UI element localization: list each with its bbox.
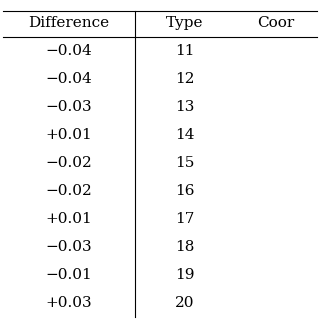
- Text: 14: 14: [175, 128, 195, 142]
- Text: Difference: Difference: [28, 16, 110, 30]
- Text: 12: 12: [175, 72, 195, 86]
- Text: 19: 19: [175, 268, 195, 282]
- Text: 18: 18: [175, 240, 195, 254]
- Text: +0.01: +0.01: [46, 128, 92, 142]
- Text: 20: 20: [175, 296, 195, 310]
- Text: 11: 11: [175, 44, 195, 58]
- Text: 16: 16: [175, 184, 195, 198]
- Text: −0.03: −0.03: [46, 240, 92, 254]
- Text: −0.04: −0.04: [46, 44, 92, 58]
- Text: −0.03: −0.03: [46, 100, 92, 114]
- Text: 17: 17: [175, 212, 195, 226]
- Text: −0.02: −0.02: [46, 156, 92, 170]
- Text: +0.01: +0.01: [46, 212, 92, 226]
- Text: Coor: Coor: [257, 16, 295, 30]
- Text: 15: 15: [175, 156, 195, 170]
- Text: +0.03: +0.03: [46, 296, 92, 310]
- Text: −0.04: −0.04: [46, 72, 92, 86]
- Text: 13: 13: [175, 100, 195, 114]
- Text: Type: Type: [166, 16, 204, 30]
- Text: −0.01: −0.01: [46, 268, 92, 282]
- Text: −0.02: −0.02: [46, 184, 92, 198]
